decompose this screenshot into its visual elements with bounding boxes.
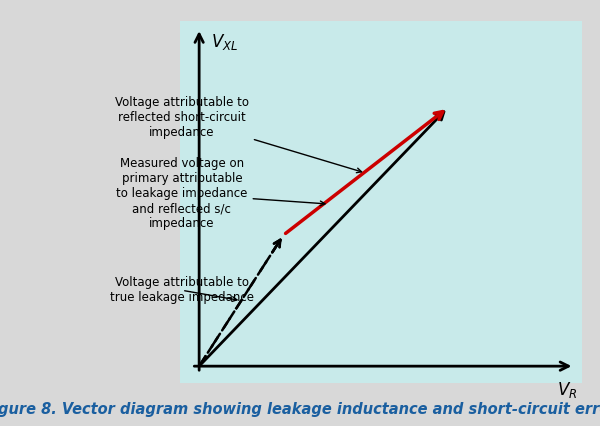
Text: $V_{XL}$: $V_{XL}$: [211, 32, 238, 52]
Text: Figure 8. Vector diagram showing leakage inductance and short-circuit error: Figure 8. Vector diagram showing leakage…: [0, 403, 600, 417]
Text: Voltage attributable to
true leakage impedance: Voltage attributable to true leakage imp…: [110, 276, 254, 304]
Text: Measured voltage on
primary attributable
to leakage impedance
and reflected s/c
: Measured voltage on primary attributable…: [116, 157, 325, 230]
Text: Voltage attributable to
reflected short-circuit
impedance: Voltage attributable to reflected short-…: [115, 96, 362, 173]
Text: $V_{R}$: $V_{R}$: [557, 380, 577, 400]
